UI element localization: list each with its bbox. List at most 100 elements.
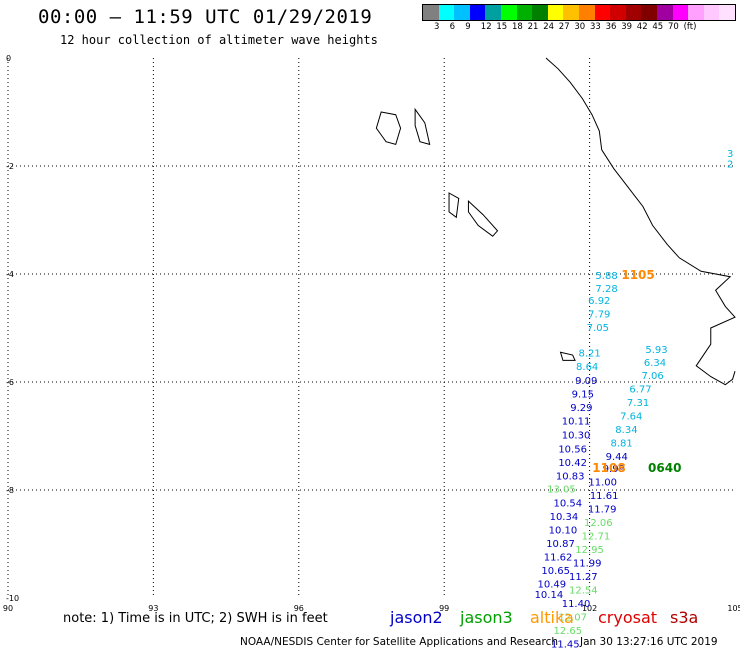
swh-label: 9.44 bbox=[606, 452, 628, 463]
legend-labels: 3 6 9 12 15 18 21 24 27 30 33 36 39 42 45 70 (ft) bbox=[422, 21, 736, 33]
legend-swatch bbox=[641, 5, 657, 20]
swh-label: 12.71 bbox=[582, 532, 611, 543]
swh-label: 11.27 bbox=[569, 572, 598, 583]
color-legend: 3 6 9 12 15 18 21 24 27 30 33 36 39 42 45 70 (ft) bbox=[422, 4, 736, 33]
legend-swatch bbox=[547, 5, 564, 20]
island bbox=[448, 192, 460, 219]
legend-swatch bbox=[516, 5, 533, 20]
swh-label: 10.34 bbox=[550, 512, 579, 523]
swh-label: 12.54 bbox=[569, 586, 598, 597]
legend-label: 12 bbox=[480, 22, 492, 32]
swh-label: 10.30 bbox=[562, 431, 591, 442]
swh-label: 10.14 bbox=[535, 590, 564, 601]
swh-label: 12.06 bbox=[584, 518, 613, 529]
swh-label: 10.11 bbox=[562, 417, 591, 428]
legend-label: 30 bbox=[574, 22, 586, 32]
y-tick-label: -8 bbox=[6, 486, 14, 495]
legend-label: 33 bbox=[590, 22, 601, 32]
legend-swatch bbox=[688, 5, 704, 20]
legend-label: 3 bbox=[434, 22, 440, 32]
swh-label: 7.28 bbox=[595, 284, 617, 295]
swh-label: 2 bbox=[727, 160, 733, 171]
sat-s3a: s3a bbox=[670, 608, 699, 627]
legend-swatch bbox=[469, 5, 486, 20]
x-tick-label: 99 bbox=[439, 604, 449, 613]
island bbox=[375, 111, 402, 146]
swh-label: 9.99 bbox=[603, 464, 625, 475]
legend-swatch bbox=[532, 5, 548, 20]
y-tick-label: -6 bbox=[6, 378, 14, 387]
swh-label: 10.83 bbox=[556, 472, 585, 483]
swh-label: 6.77 bbox=[629, 384, 651, 395]
x-tick-label: 96 bbox=[294, 604, 304, 613]
swh-label: 6.34 bbox=[644, 358, 666, 369]
legend-label: 21 bbox=[527, 22, 539, 32]
page-subtitle: 12 hour collection of altimeter wave hei… bbox=[60, 33, 378, 47]
legend-label: 27 bbox=[558, 22, 570, 32]
legend-swatch bbox=[423, 5, 439, 20]
swh-label: 3 bbox=[727, 149, 733, 160]
swh-label: 8.64 bbox=[576, 362, 598, 373]
timestamp-text: Jan 30 13:27:16 UTC 2019 bbox=[580, 636, 718, 648]
island bbox=[467, 199, 499, 237]
swh-label: 7.64 bbox=[620, 411, 642, 422]
swh-label: 10.87 bbox=[546, 539, 575, 550]
island bbox=[414, 107, 431, 146]
legend-swatch bbox=[703, 5, 720, 20]
swh-label: 10.56 bbox=[558, 445, 587, 456]
legend-swatch bbox=[454, 5, 470, 20]
swh-label: 9.29 bbox=[570, 403, 592, 414]
y-tick-label: -10 bbox=[6, 594, 19, 603]
swh-label: 8.81 bbox=[610, 438, 632, 449]
swh-label: 12.95 bbox=[575, 545, 604, 556]
swh-label: 9.15 bbox=[572, 390, 594, 401]
sat-jason3: jason3 bbox=[460, 608, 513, 627]
y-tick-label: -4 bbox=[6, 270, 14, 279]
legend-label: 24 bbox=[543, 22, 555, 32]
page-title: 00:00 – 11:59 UTC 01/29/2019 bbox=[38, 6, 373, 28]
swh-label: 5.88 bbox=[595, 271, 617, 282]
legend-swatches bbox=[422, 4, 736, 21]
legend-swatch bbox=[438, 5, 455, 20]
y-tick-label: 0 bbox=[6, 54, 11, 63]
swh-label: 9.09 bbox=[575, 376, 597, 387]
legend-label: 18 bbox=[512, 22, 523, 32]
x-tick-label: 90 bbox=[3, 604, 13, 613]
swh-label: 8.34 bbox=[615, 425, 637, 436]
legend-swatch bbox=[578, 5, 595, 20]
swh-label: 11.40 bbox=[562, 599, 591, 610]
x-tick-label: 93 bbox=[148, 604, 158, 613]
sat-jason2: jason2 bbox=[390, 608, 443, 627]
swh-label: 8.21 bbox=[578, 349, 600, 360]
island bbox=[559, 351, 576, 361]
legend-label: 42 bbox=[636, 22, 648, 32]
swh-label: 12.07 bbox=[558, 613, 587, 624]
legend-swatch bbox=[500, 5, 517, 20]
sat-cryosat: cryosat bbox=[598, 608, 658, 627]
legend-label: 45 bbox=[652, 22, 664, 32]
y-tick-label: -2 bbox=[6, 162, 14, 171]
legend-label: 6 bbox=[449, 22, 456, 32]
swh-label: 5.93 bbox=[645, 345, 667, 356]
swh-label: 10.54 bbox=[553, 499, 582, 510]
legend-label: 36 bbox=[605, 22, 617, 32]
legend-swatch bbox=[625, 5, 642, 20]
legend-swatch bbox=[563, 5, 579, 20]
swh-label: 7.06 bbox=[641, 371, 663, 382]
legend-label: (ft) bbox=[683, 22, 697, 32]
x-tick-label: 105 bbox=[727, 604, 740, 613]
legend-label: 15 bbox=[496, 22, 508, 32]
swh-label: 7.05 bbox=[587, 323, 609, 334]
swh-label: 11.99 bbox=[573, 559, 602, 570]
pass-time-label: 1105 bbox=[621, 268, 654, 282]
swh-label: 11.00 bbox=[588, 478, 617, 489]
legend-label: 70 bbox=[668, 22, 679, 32]
swh-label: 10.10 bbox=[549, 526, 578, 537]
swh-label: 7.79 bbox=[588, 310, 610, 321]
legend-label: 39 bbox=[621, 22, 633, 32]
legend-label: 9 bbox=[465, 22, 471, 32]
swh-label: 10.65 bbox=[541, 566, 570, 577]
legend-swatch bbox=[594, 5, 611, 20]
legend-swatch bbox=[610, 5, 626, 20]
